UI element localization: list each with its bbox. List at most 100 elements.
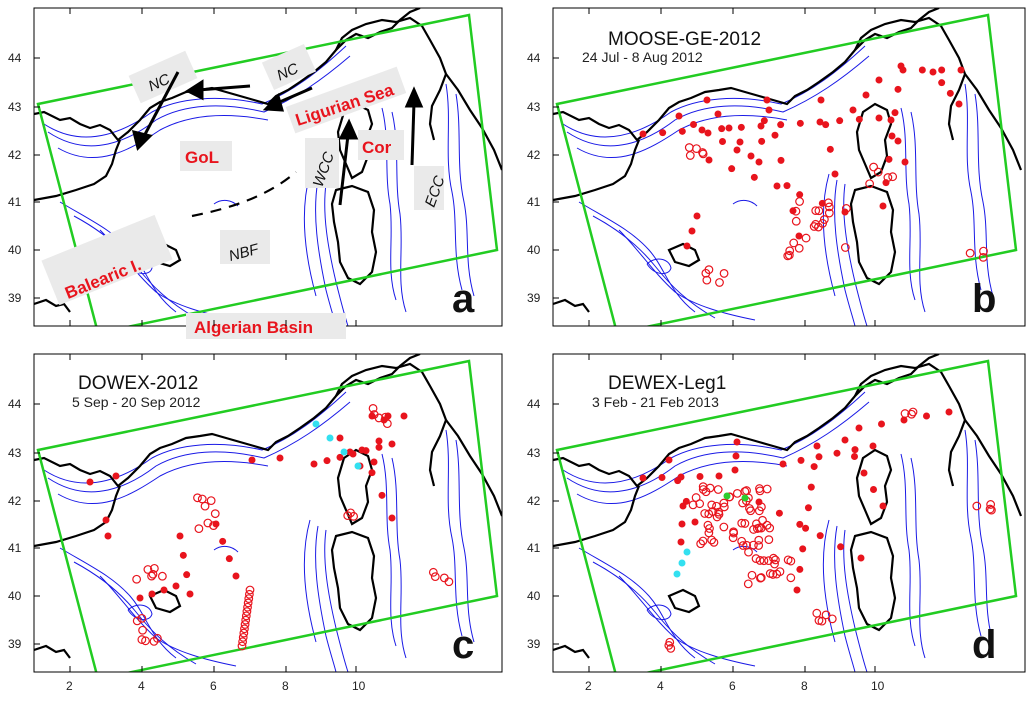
station-open-marker [700, 509, 710, 518]
station-marker [678, 520, 686, 528]
y-tick-label: 44 [8, 51, 22, 65]
station-marker [323, 457, 331, 465]
station-marker [894, 137, 902, 145]
x-tick-label: 8 [801, 679, 808, 693]
station-open-marker [784, 250, 794, 260]
isobath-6 [324, 529, 349, 672]
coastline-north [34, 8, 421, 142]
station-marker [777, 121, 785, 129]
station-open-marker [707, 500, 717, 510]
station-open-marker [242, 607, 252, 616]
coastline-north [553, 8, 940, 142]
station-marker [714, 110, 722, 118]
station-marker [817, 96, 825, 104]
panel-date-c: 5 Sep - 20 Sep 2012 [72, 394, 201, 410]
isobath-0 [43, 45, 347, 138]
nc-west-arrowhead [131, 129, 153, 151]
station-marker [375, 437, 383, 445]
panel-date-d: 3 Feb - 21 Feb 2013 [592, 394, 719, 410]
isobath-13 [732, 545, 758, 553]
x-tick-label: 4 [657, 679, 664, 693]
station-open-marker [764, 556, 774, 566]
map-d [553, 354, 1023, 672]
station-marker [674, 477, 682, 485]
corsica-outline [855, 448, 893, 526]
station-open-marker [908, 407, 918, 417]
y-tick-label: 41 [527, 541, 541, 555]
station-open-marker [812, 608, 822, 618]
station-open-marker [809, 222, 819, 231]
station-open-marker [692, 144, 701, 153]
corsica-outline [336, 102, 374, 180]
station-open-marker [430, 572, 440, 582]
station-open-marker [428, 567, 438, 577]
station-cyan-marker [326, 434, 334, 442]
station-open-marker [691, 493, 701, 502]
panel-title-b: MOOSE-GE-2012 [608, 29, 761, 50]
station-marker [816, 532, 824, 540]
label-box-ecc [414, 166, 444, 210]
label-algerian-basin: Algerian Basin [194, 318, 313, 337]
station-marker [929, 68, 937, 76]
label-box-algerian [186, 313, 346, 339]
y-tick-label: 40 [8, 243, 22, 257]
y-tick-label: 44 [527, 51, 541, 65]
station-open-marker [137, 613, 147, 623]
station-open-marker [869, 162, 878, 172]
station-open-marker [705, 524, 714, 533]
stations-b-layer [639, 62, 988, 287]
station-marker [400, 412, 408, 420]
sardinia-outline [330, 184, 378, 286]
station-marker [665, 456, 673, 464]
y-tick-label: 40 [527, 589, 541, 603]
station-open-marker [873, 167, 883, 177]
station-marker [757, 122, 765, 130]
isobath-2 [57, 114, 269, 158]
station-open-marker [209, 521, 218, 530]
label-cor: Cor [362, 138, 392, 157]
station-open-marker [754, 541, 764, 550]
station-open-marker [743, 579, 753, 589]
station-open-marker [719, 269, 729, 278]
station-open-marker [814, 206, 824, 216]
station-open-marker [755, 556, 765, 565]
station-marker [368, 469, 376, 477]
station-marker [855, 115, 863, 123]
station-marker [179, 551, 187, 559]
isobath-5 [618, 575, 756, 667]
ecc-arrow-line [410, 101, 416, 166]
isobath-1 [47, 401, 351, 493]
x-tick-label: 8 [282, 679, 289, 693]
isobath-1 [566, 401, 870, 493]
isobath-8 [822, 173, 836, 297]
station-open-marker [709, 537, 719, 547]
station-open-marker [824, 208, 834, 218]
station-open-marker [732, 488, 742, 498]
y-tick-label: 42 [8, 148, 22, 162]
station-marker [688, 227, 696, 235]
y-tick-label: 42 [527, 494, 541, 508]
station-marker [900, 416, 908, 424]
station-marker [837, 543, 845, 551]
panel-b: MOOSE-GE-2012 24 Jul - 8 Aug 2012 b [552, 7, 1026, 327]
station-open-marker [143, 565, 153, 574]
station-open-marker [685, 151, 695, 160]
panel-date-b: 24 Jul - 8 Aug 2012 [582, 49, 703, 65]
station-marker [888, 132, 896, 140]
mallorca-outline [667, 242, 701, 268]
station-marker [728, 165, 736, 173]
station-marker [172, 582, 180, 590]
station-open-marker [203, 518, 213, 528]
isobath-13 [213, 545, 239, 553]
station-open-marker [688, 500, 698, 510]
y-tick-label: 44 [527, 397, 541, 411]
isobath-12 [974, 439, 994, 643]
isobath-8 [303, 173, 317, 297]
isobath-14 [646, 604, 672, 620]
station-cyan-marker [683, 548, 691, 556]
station-marker [336, 434, 344, 442]
sardinia-outline [330, 530, 378, 632]
wcc-arrowhead [338, 118, 359, 140]
coastline-italy [964, 73, 1023, 171]
coastline-africa [553, 644, 590, 659]
